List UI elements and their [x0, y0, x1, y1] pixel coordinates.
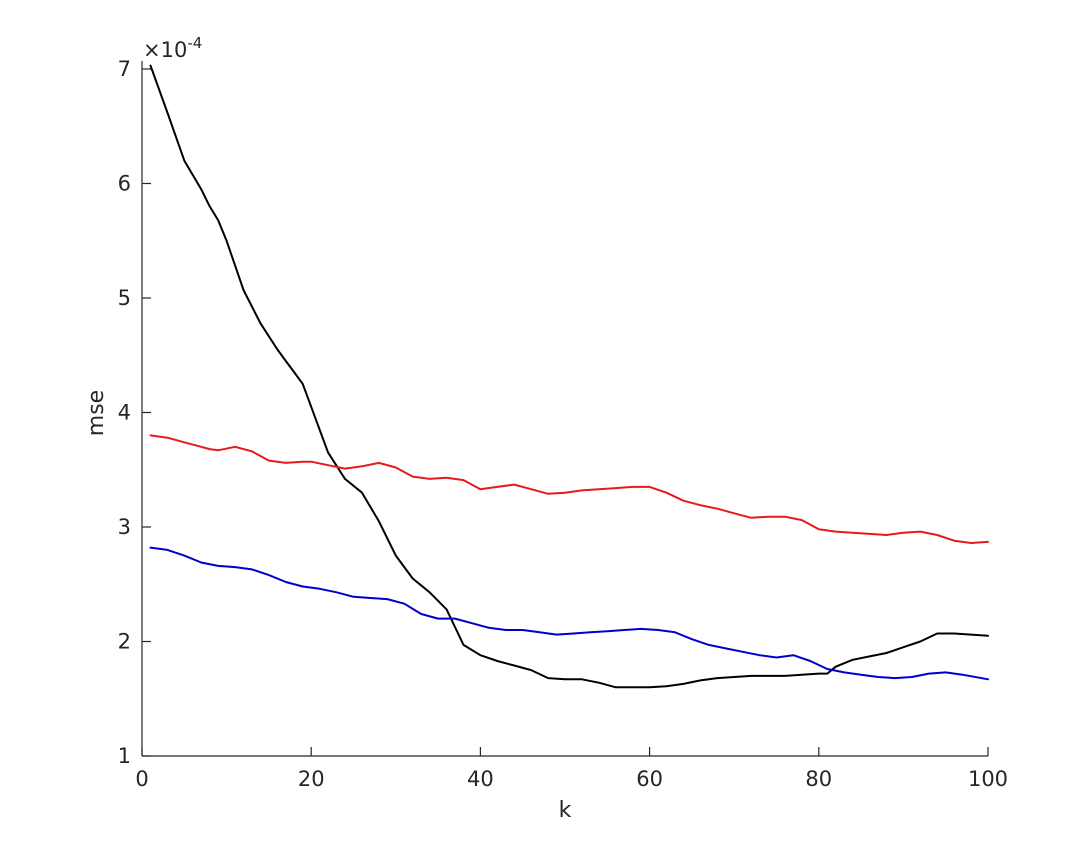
x-tick-label: 60 [636, 767, 663, 791]
x-axis-label: k [559, 798, 572, 823]
y-exponent-power: -4 [187, 34, 202, 52]
series-line-blue [149, 546, 989, 681]
y-tick-label: 6 [118, 172, 131, 196]
labels: k mse ×10-4 [84, 34, 572, 823]
y-tick-label: 1 [118, 744, 131, 768]
series-line-red [149, 434, 989, 544]
y-tick-label: 2 [118, 630, 131, 654]
x-tick-label: 40 [467, 767, 494, 791]
x-tick-label: 100 [968, 767, 1008, 791]
series-line-black [149, 64, 989, 689]
y-tick-label: 7 [118, 57, 131, 81]
x-tick-label: 80 [805, 767, 832, 791]
y-tick-label: 4 [118, 401, 131, 425]
x-tick-label: 20 [298, 767, 325, 791]
y-axis-label: mse [84, 390, 109, 436]
y-exponent-label: ×10-4 [143, 34, 202, 62]
axes: 0 20 40 60 80 100 1 2 3 4 5 6 7 [118, 57, 1008, 791]
y-tick-label: 5 [118, 286, 131, 310]
y-tick-label: 3 [118, 515, 131, 539]
x-tick-label: 0 [135, 767, 148, 791]
series-group [149, 64, 989, 689]
y-exponent-base: ×10 [143, 38, 187, 62]
